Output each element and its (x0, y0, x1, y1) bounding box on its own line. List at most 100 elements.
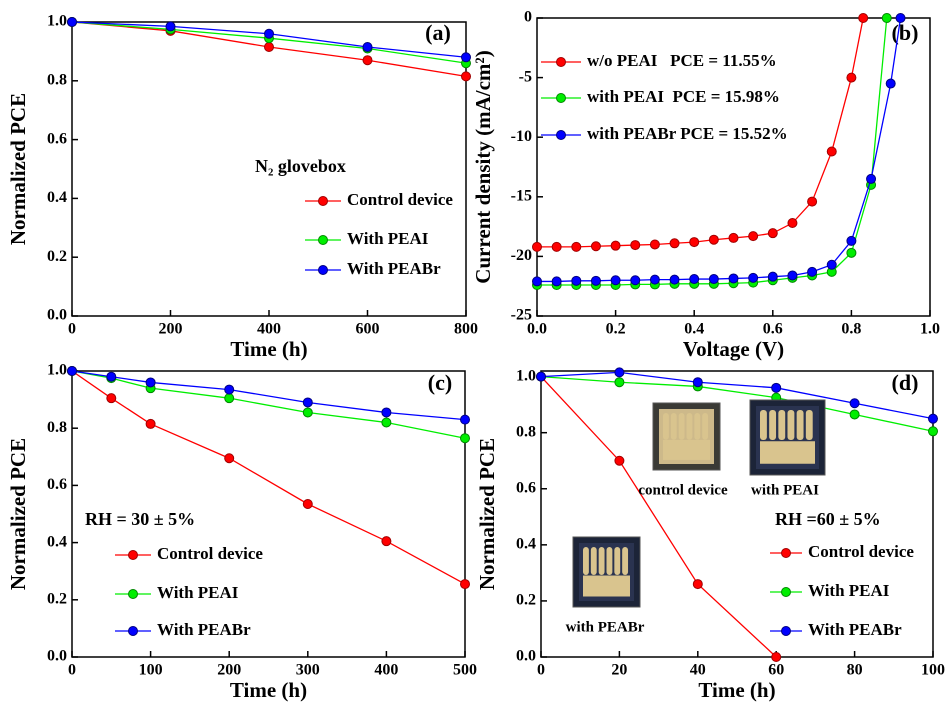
y-tick-label: 0.6 (47, 130, 67, 147)
y-axis-label: Normalized PCE (475, 438, 499, 590)
data-point (552, 277, 561, 286)
data-point (615, 368, 624, 377)
figure: 02004006008000.00.20.40.60.81.0Time (h)N… (0, 0, 945, 709)
data-point (729, 233, 738, 242)
data-point (461, 580, 470, 589)
data-point (591, 242, 600, 251)
data-point (225, 394, 234, 403)
panel-label: (a) (425, 20, 451, 45)
legend-label: With PEABr (157, 620, 251, 639)
y-tick-label: 1.0 (47, 362, 67, 379)
data-point (729, 274, 738, 283)
data-point (611, 276, 620, 285)
y-tick-label: 0.6 (47, 476, 67, 493)
y-tick-label: 0.2 (47, 248, 67, 265)
y-tick-label: 0.2 (516, 592, 536, 609)
y-tick-label: 0.8 (47, 71, 67, 88)
legend-label: with PEABr PCE = 15.52% (587, 124, 788, 143)
device-finger (797, 410, 804, 440)
data-point (650, 275, 659, 284)
y-tick-label: 0.0 (47, 648, 67, 665)
data-point (808, 267, 817, 276)
device-finger (622, 547, 628, 575)
y-tick-label: 0.2 (47, 590, 67, 607)
data-point (929, 427, 938, 436)
data-point (68, 367, 77, 376)
x-tick-label: 100 (139, 662, 163, 679)
x-tick-label: 40 (690, 662, 706, 679)
x-axis-label: Voltage (V) (683, 337, 784, 361)
legend-marker (129, 590, 138, 599)
legend-marker (129, 551, 138, 560)
series-line (72, 371, 465, 420)
y-tick-label: 0.4 (516, 536, 536, 553)
x-tick-label: 0 (537, 662, 545, 679)
y-tick-label: -5 (519, 68, 532, 85)
x-tick-label: 600 (356, 321, 380, 338)
legend-label: w/o PEAI PCE = 11.55% (587, 51, 777, 70)
annotation: N₂ glovebox (255, 156, 346, 176)
photo-caption: with PEAI (751, 482, 819, 498)
y-tick-label: -15 (511, 187, 532, 204)
data-point (631, 241, 640, 250)
x-tick-label: 200 (159, 321, 183, 338)
device-finger (687, 413, 693, 440)
x-tick-label: 0.8 (841, 321, 861, 338)
data-point (768, 229, 777, 238)
data-point (572, 242, 581, 251)
y-tick-label: 0.4 (47, 533, 67, 550)
legend-label: Control device (808, 542, 914, 561)
data-point (611, 241, 620, 250)
data-point (462, 53, 471, 62)
data-point (827, 147, 836, 156)
data-point (882, 14, 891, 23)
legend-marker (129, 627, 138, 636)
y-axis-label: Normalized PCE (6, 438, 30, 590)
annotation: RH =60 ± 5% (775, 509, 881, 529)
panel-label: (b) (892, 20, 919, 45)
legend-label: With PEAI (157, 583, 239, 602)
legend-marker (782, 588, 791, 597)
data-point (615, 456, 624, 465)
y-tick-label: -20 (511, 247, 532, 264)
device-bar (760, 441, 815, 464)
data-point (107, 372, 116, 381)
device-finger (760, 410, 767, 440)
legend-marker (557, 58, 566, 67)
data-point (225, 454, 234, 463)
x-tick-label: 0 (68, 321, 76, 338)
y-tick-label: 0.8 (516, 423, 536, 440)
data-point (591, 276, 600, 285)
data-point (709, 235, 718, 244)
device-finger (769, 410, 776, 440)
data-point (670, 239, 679, 248)
x-tick-label: 100 (921, 662, 945, 679)
data-point (166, 22, 175, 31)
data-point (107, 394, 116, 403)
device-finger (679, 413, 685, 440)
y-axis-label: Current density (mA/cm²) (471, 50, 495, 283)
x-tick-label: 60 (768, 662, 784, 679)
data-point (690, 238, 699, 247)
y-tick-label: 0.4 (47, 189, 67, 206)
data-point (690, 275, 699, 284)
data-point (886, 79, 895, 88)
x-tick-label: 500 (453, 662, 477, 679)
x-axis-label: Time (h) (230, 337, 307, 361)
x-tick-label: 800 (454, 321, 478, 338)
x-axis-label: Time (h) (230, 678, 307, 702)
y-tick-label: 0.8 (47, 419, 67, 436)
device-finger (694, 413, 700, 440)
x-tick-label: 20 (611, 662, 627, 679)
photo-caption: control device (638, 482, 728, 498)
data-point (749, 232, 758, 241)
x-tick-label: 200 (217, 662, 241, 679)
data-point (225, 385, 234, 394)
legend-label: With PEABr (808, 620, 902, 639)
legend-marker (557, 94, 566, 103)
data-point (850, 410, 859, 419)
data-point (772, 383, 781, 392)
data-point (847, 236, 856, 245)
data-point (650, 240, 659, 249)
legend-marker (782, 549, 791, 558)
